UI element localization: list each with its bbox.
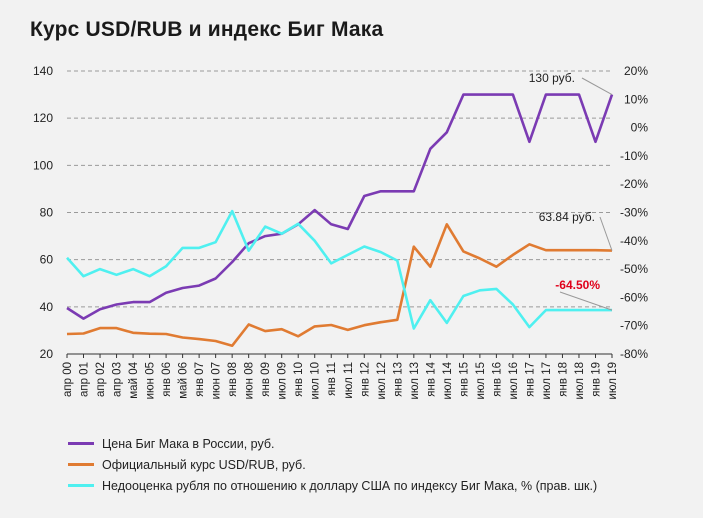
legend-swatch-undervaluation: [68, 484, 94, 487]
annotation-leader-usdrub: [599, 216, 613, 251]
x-tick-label: апр 00: [62, 362, 74, 397]
y-right-tick-label: 20%: [624, 64, 648, 78]
y-right-tick-label: -20%: [620, 177, 648, 191]
x-tick-label: июн 05: [145, 362, 157, 399]
y-left-tick-label: 80: [40, 206, 54, 220]
y-left-tick-label: 140: [33, 64, 53, 78]
x-tick-label: янв 10: [293, 362, 305, 397]
x-tick-label: янв 18: [557, 362, 569, 397]
series-line-1: [66, 223, 613, 348]
legend-swatch-bigmac: [68, 442, 94, 445]
legend-item-usdrub: Официальный курс USD/RUB, руб.: [68, 454, 597, 475]
y-right-tick-label: -80%: [620, 347, 648, 361]
y-right-tick-label: -10%: [620, 149, 648, 163]
x-tick-label: май 06: [178, 362, 190, 399]
legend: Цена Биг Мака в России, руб. Официальный…: [68, 433, 597, 496]
x-tick-label: янв 14: [425, 361, 437, 396]
chart-title: Курс USD/RUB и индекс Биг Мака: [30, 18, 384, 41]
y-right-tick-label: 0%: [631, 121, 649, 135]
x-tick-label: июл 11: [343, 362, 355, 399]
y-left-tick-label: 20: [40, 347, 54, 361]
x-tick-label: июл 17: [541, 362, 553, 400]
x-tick-label: июл 14: [442, 361, 454, 399]
legend-label-bigmac: Цена Биг Мака в России, руб.: [102, 436, 275, 451]
x-tick-label: янв 11: [326, 362, 338, 396]
x-tick-label: июл 19: [607, 362, 619, 400]
x-tick-label: апр 02: [95, 362, 107, 397]
y-right-tick-label: -30%: [620, 206, 648, 220]
annotation-leader-bigmac: [581, 77, 613, 96]
x-tick-label: июл 12: [376, 362, 388, 400]
legend-label-usdrub: Официальный курс USD/RUB, руб.: [102, 457, 306, 472]
x-tick-label: июн 07: [211, 362, 223, 399]
legend-swatch-usdrub: [68, 463, 94, 466]
x-tick-label: июл 09: [277, 362, 289, 400]
x-tick-label: янв 13: [392, 362, 404, 397]
x-tick-label: янв 19: [590, 362, 602, 397]
x-tick-label: июн 08: [244, 362, 256, 399]
x-tick-label: июл 16: [508, 362, 520, 400]
x-tick-label: янв 08: [227, 362, 239, 397]
x-tick-label: янв 07: [194, 362, 206, 397]
x-tick-label: янв 12: [359, 362, 371, 397]
x-tick-label: апр 03: [112, 362, 124, 397]
legend-item-undervaluation: Недооценка рубля по отношению к доллару …: [68, 475, 597, 496]
x-tick-label: янв 09: [260, 362, 272, 397]
x-tick-label: янв 15: [458, 362, 470, 397]
x-tick-label: июл 13: [409, 362, 421, 400]
chart-area: 20 40 60 80 100 120 140 20% 10% 0% -10% -20% -30% -40…: [33, 64, 649, 400]
x-tick-label: июл 10: [310, 362, 322, 400]
x-tick-label: июл 18: [574, 362, 586, 400]
y-left-tick-label: 120: [33, 111, 53, 125]
annotation-leader-undervaluation: [559, 291, 613, 311]
y-right-tick-label: -50%: [620, 262, 648, 276]
x-tick-label: янв 17: [524, 362, 536, 397]
series-line-0: [66, 93, 614, 320]
y-right-tick-label: 10%: [624, 92, 648, 106]
y-left-tick-label: 100: [33, 158, 53, 172]
legend-item-bigmac: Цена Биг Мака в России, руб.: [68, 433, 597, 454]
annotation-bigmac-price: 130 руб.: [529, 71, 575, 85]
y-left-tick-label: 60: [40, 253, 54, 267]
x-tick-label: июл 15: [475, 362, 487, 400]
annotation-usdrub-rate: 63.84 руб.: [539, 210, 595, 224]
y-right-tick-label: -60%: [620, 290, 648, 304]
legend-label-undervaluation: Недооценка рубля по отношению к доллару …: [102, 478, 598, 493]
y-left-tick-label: 40: [40, 300, 54, 314]
series-line-2: [66, 209, 612, 330]
y-right-tick-label: -40%: [620, 234, 648, 248]
x-tick-label: май 04: [128, 361, 140, 398]
x-tick-label: янв 06: [161, 362, 173, 397]
y-right-tick-label: -70%: [620, 319, 648, 333]
x-tick-label: янв 16: [491, 362, 503, 397]
x-tick-label: апр 01: [79, 362, 91, 397]
annotation-undervaluation: -64.50%: [555, 278, 600, 292]
